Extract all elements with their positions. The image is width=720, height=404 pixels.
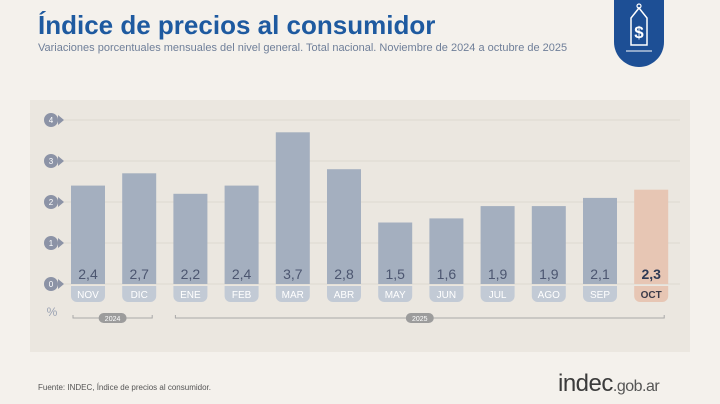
y-tick-label: 0	[49, 280, 54, 289]
data-label: 2,3	[641, 266, 661, 282]
indec-logo[interactable]: indec.gob.ar	[558, 370, 660, 398]
y-tick-label: 2	[49, 198, 54, 207]
year-pill	[405, 313, 434, 323]
x-label-pill	[173, 286, 208, 302]
data-label: 2,2	[181, 266, 201, 282]
x-label-pill	[224, 286, 259, 302]
year-pill	[98, 313, 127, 323]
svg-text:$: $	[634, 23, 644, 42]
x-label-pill	[429, 286, 464, 302]
y-tick-marker	[44, 195, 64, 209]
bar-feb	[224, 185, 259, 284]
price-tag-dollar-icon: $	[614, 0, 664, 67]
page-subtitle: Variaciones porcentuales mensuales del n…	[38, 42, 568, 54]
bar-may	[378, 222, 413, 284]
y-tick-marker	[44, 277, 64, 291]
data-label: 1,6	[437, 266, 457, 282]
y-axis-unit: %	[47, 305, 58, 319]
x-tick-label: NOV	[77, 290, 99, 301]
x-tick-label: SEP	[590, 290, 610, 301]
y-tick-label: 3	[49, 157, 54, 166]
year-label: 2025	[412, 316, 428, 323]
page-title: Índice de precios al consumidor	[38, 10, 436, 40]
x-tick-label: MAY	[385, 290, 406, 301]
x-tick-label: OCT	[641, 290, 662, 301]
x-tick-label: AGO	[538, 290, 560, 301]
data-label: 2,1	[590, 266, 610, 282]
bar-sep	[583, 197, 617, 284]
data-label: 2,4	[78, 266, 98, 282]
data-label: 2,8	[334, 266, 354, 282]
x-label-pill	[531, 286, 566, 302]
x-label-pill	[275, 286, 310, 302]
bar-jun	[429, 218, 464, 284]
bar-nov	[71, 185, 105, 284]
y-tick-marker	[44, 113, 64, 127]
bar-jul	[480, 206, 515, 284]
x-label-pill	[583, 286, 617, 302]
x-tick-label: ABR	[334, 290, 355, 301]
data-label: 2,4	[232, 266, 252, 282]
x-tick-label: FEB	[232, 290, 252, 301]
x-tick-label: DIC	[131, 290, 148, 301]
bar-oct	[634, 189, 669, 284]
bar-ago	[531, 206, 566, 284]
bar-abr	[327, 169, 361, 284]
x-tick-label: ENE	[180, 290, 201, 301]
x-label-pill	[634, 286, 669, 302]
x-label-pill	[327, 286, 361, 302]
source-note: Fuente: INDEC, Índice de precios al cons…	[38, 383, 211, 392]
y-tick-label: 1	[49, 239, 54, 248]
year-label: 2024	[105, 316, 121, 323]
x-tick-label: JUL	[489, 290, 507, 301]
bar-mar	[275, 132, 310, 284]
x-label-pill	[71, 286, 105, 302]
data-label: 2,7	[129, 266, 149, 282]
bar-dic	[122, 173, 157, 284]
x-label-pill	[480, 286, 515, 302]
y-tick-marker	[44, 154, 64, 168]
bar-ene	[173, 193, 208, 284]
y-tick-label: 4	[49, 116, 54, 125]
data-label: 3,7	[283, 266, 303, 282]
data-label: 1,5	[385, 266, 405, 282]
x-tick-label: JUN	[437, 290, 456, 301]
x-tick-label: MAR	[282, 290, 304, 301]
x-label-pill	[378, 286, 413, 302]
data-label: 1,9	[488, 266, 508, 282]
logo-main: indec	[558, 370, 613, 397]
x-label-pill	[122, 286, 157, 302]
y-tick-marker	[44, 236, 64, 250]
data-label: 1,9	[539, 266, 559, 282]
logo-suffix: .gob.ar	[612, 378, 660, 395]
